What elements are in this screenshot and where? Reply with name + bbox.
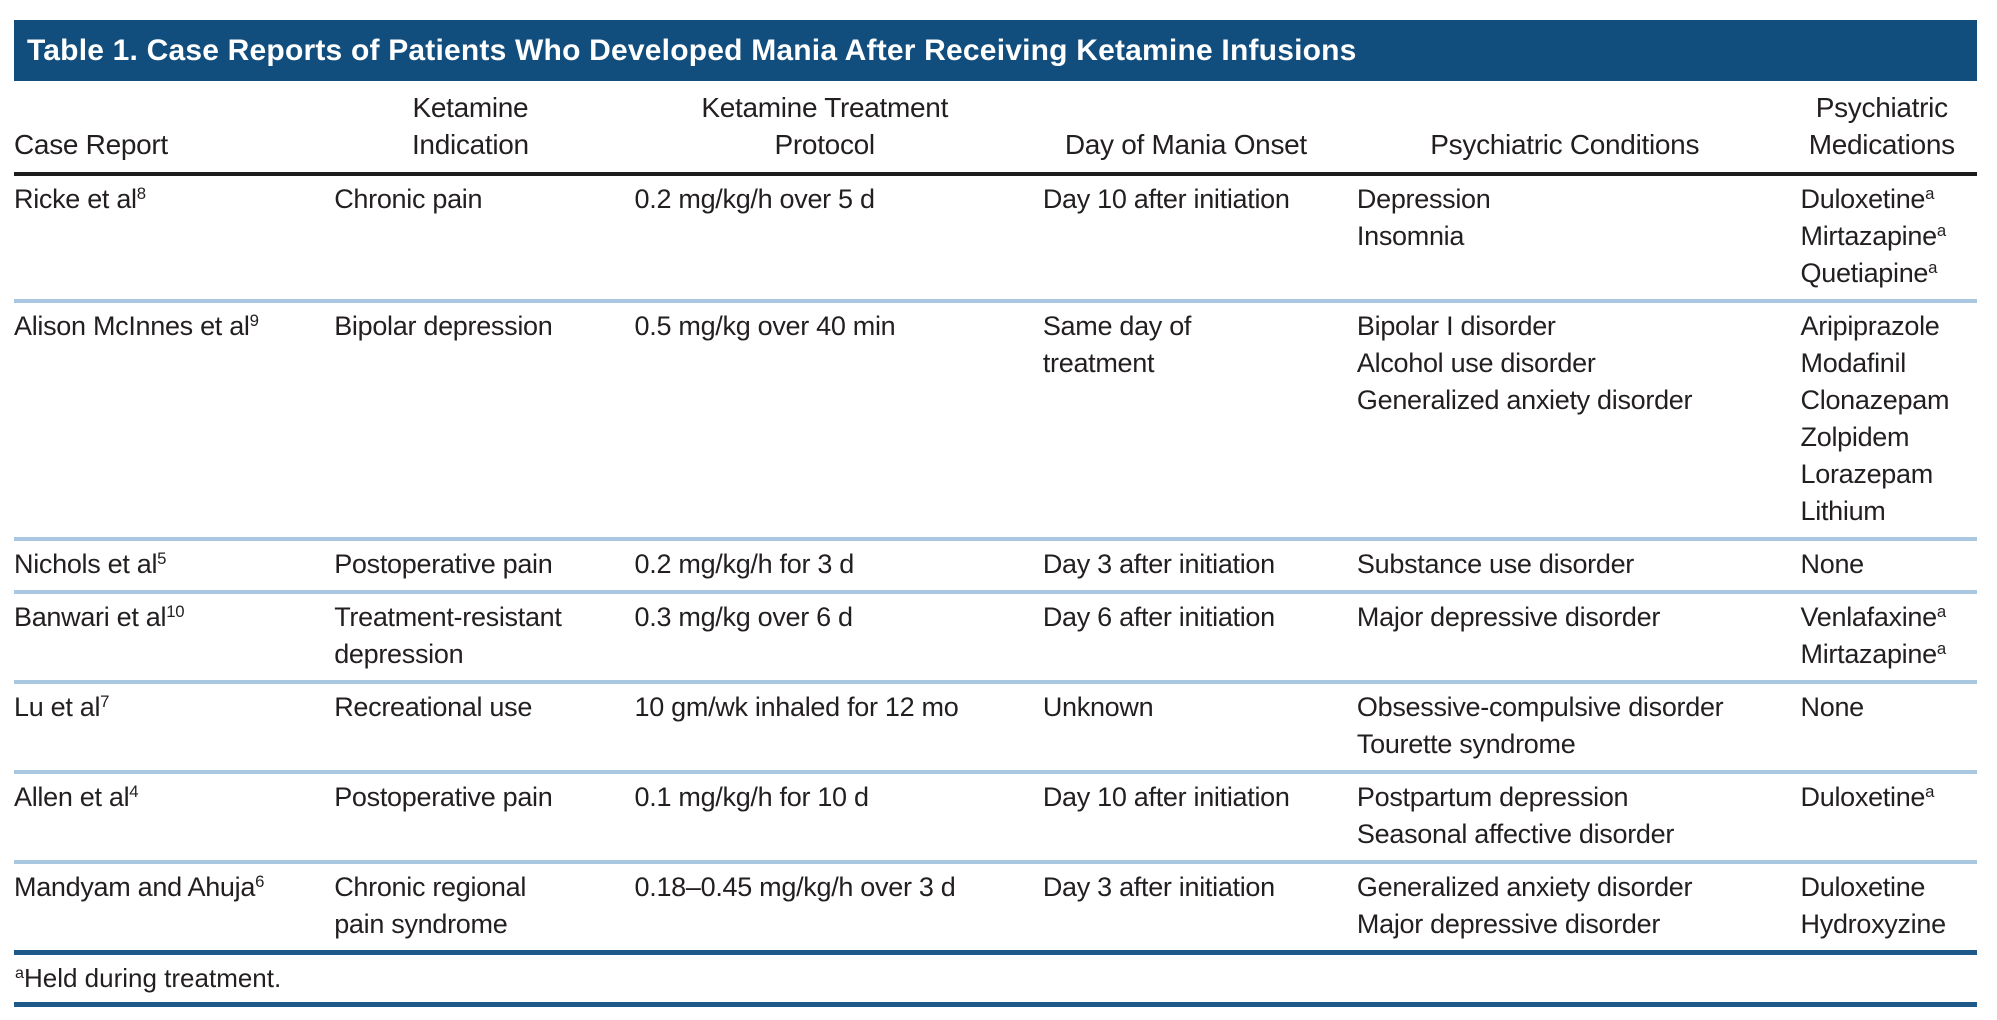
cell-case-report: Mandyam and Ahuja6 — [14, 860, 321, 950]
cell-indication: Treatment-resistant depression — [320, 590, 621, 682]
cell-onset: Same day of treatment — [1028, 299, 1343, 539]
table-row: Lu et al7 Recreational use 10 gm/wk inhale… — [14, 680, 1977, 772]
column-header-ketamine-treatment-protocol: Ketamine Treatment Protocol — [620, 81, 1029, 176]
cell-onset: Day 6 after initiation — [1028, 590, 1343, 682]
reference-superscript: a — [1925, 183, 1935, 203]
cell-case-report: Banwari et al10 — [14, 590, 321, 682]
cell-medications: Aripiprazole Modafinil Clonazepam Zolpidem L… — [1786, 299, 1977, 539]
cell-onset: Unknown — [1028, 680, 1343, 772]
footnote-marker: a — [15, 964, 24, 983]
footnote-text: Held during treatment. — [23, 963, 282, 993]
column-header-case-report: Case Report — [14, 81, 321, 176]
table-row: Nichols et al5 Postoperative pain 0.2 mg/k… — [14, 537, 1977, 592]
cell-medications: None — [1786, 680, 1977, 772]
cell-protocol: 0.2 mg/kg/h for 3 d — [620, 537, 1029, 592]
cell-case-report: Alison McInnes et al9 — [14, 299, 321, 539]
reference-superscript: 7 — [100, 691, 110, 711]
reference-superscript: a — [1936, 638, 1946, 658]
cell-indication: Chronic regional pain syndrome — [320, 860, 621, 950]
cell-protocol: 0.3 mg/kg over 6 d — [620, 590, 1029, 682]
cell-case-report: Ricke et al8 — [14, 183, 146, 214]
reference-superscript: 9 — [249, 310, 259, 330]
cell-conditions: Major depressive disorder — [1342, 590, 1787, 682]
cell-indication: Chronic pain — [334, 184, 483, 214]
table-figure: Table 1. Case Reports of Patients Who De… — [14, 20, 1977, 1007]
cell-medications: None — [1786, 537, 1977, 592]
column-header-day-of-mania-onset: Day of Mania Onset — [1028, 81, 1343, 176]
bottom-rule — [14, 1002, 1977, 1007]
column-header-row: Case Report Ketamine Indication Ketamine … — [14, 81, 1977, 176]
table-row: Ricke et al8 Chronic pain 0.2 mg/kg/h over… — [14, 174, 1977, 301]
cell-case-report: Nichols et al5 — [14, 537, 321, 592]
cell-conditions: Postpartum depression Seasonal affective … — [1342, 770, 1787, 862]
column-header-psychiatric-conditions: Psychiatric Conditions — [1342, 81, 1787, 176]
table-footnote: aHeld during treatment. — [14, 955, 1977, 1002]
cell-protocol: 0.2 mg/kg/h over 5 d — [634, 184, 875, 214]
column-header-ketamine-indication: Ketamine Indication — [320, 81, 621, 176]
reference-superscript: 6 — [255, 871, 265, 891]
reference-superscript: a — [1936, 220, 1946, 240]
cell-conditions: Obsessive-compulsive disorder Tourette sy… — [1342, 680, 1787, 772]
table-title: Table 1. Case Reports of Patients Who De… — [14, 20, 1977, 81]
cell-conditions: Substance use disorder — [1342, 537, 1787, 592]
cell-medications: Duloxetinea — [1786, 770, 1977, 862]
cell-indication: Recreational use — [320, 680, 621, 772]
reference-superscript: 5 — [157, 548, 167, 568]
reference-superscript: 10 — [166, 601, 185, 621]
cell-medications: Duloxetinea Mirtazapinea Quetiapinea — [1800, 183, 1947, 288]
cell-case-report: Lu et al7 — [14, 680, 321, 772]
case-reports-table: Case Report Ketamine Indication Ketamine … — [14, 81, 1977, 950]
reference-superscript: a — [1936, 601, 1946, 621]
reference-superscript: a — [1925, 781, 1935, 801]
cell-onset: Day 10 after initiation — [1028, 770, 1343, 862]
table-row: Banwari et al10 Treatment-resistant depres… — [14, 590, 1977, 682]
table-row: Alison McInnes et al9 Bipolar depression 0… — [14, 299, 1977, 539]
reference-superscript: 8 — [136, 183, 146, 203]
reference-superscript: 4 — [129, 781, 139, 801]
cell-conditions: Depression Insomnia — [1356, 184, 1491, 251]
column-header-psychiatric-medications: Psychiatric Medications — [1786, 81, 1977, 176]
cell-onset: Day 3 after initiation — [1028, 537, 1343, 592]
reference-superscript: a — [1928, 257, 1938, 277]
cell-conditions: Generalized anxiety disorder Major depres… — [1342, 860, 1787, 950]
cell-indication: Postoperative pain — [320, 537, 621, 592]
table-row: Mandyam and Ahuja6 Chronic regional pain s… — [14, 860, 1977, 950]
cell-protocol: 0.5 mg/kg over 40 min — [620, 299, 1029, 539]
cell-onset: Day 10 after initiation — [1042, 184, 1290, 214]
cell-medications: Venlafaxinea Mirtazapinea — [1786, 590, 1977, 682]
cell-indication: Bipolar depression — [320, 299, 621, 539]
cell-case-report: Allen et al4 — [14, 770, 321, 862]
cell-medications: Duloxetine Hydroxyzine — [1786, 860, 1977, 950]
table-row: Allen et al4 Postoperative pain 0.1 mg/kg/… — [14, 770, 1977, 862]
footnote-top-rule — [14, 950, 1977, 955]
cell-protocol: 10 gm/wk inhaled for 12 mo — [620, 680, 1029, 772]
cell-onset: Day 3 after initiation — [1028, 860, 1343, 950]
cell-conditions: Bipolar I disorder Alcohol use disorder Ge… — [1342, 299, 1787, 539]
cell-protocol: 0.18–0.45 mg/kg/h over 3 d — [620, 860, 1029, 950]
table-body: Ricke et al8 Chronic pain 0.2 mg/kg/h over… — [14, 174, 1977, 950]
cell-indication: Postoperative pain — [320, 770, 621, 862]
cell-protocol: 0.1 mg/kg/h for 10 d — [620, 770, 1029, 862]
